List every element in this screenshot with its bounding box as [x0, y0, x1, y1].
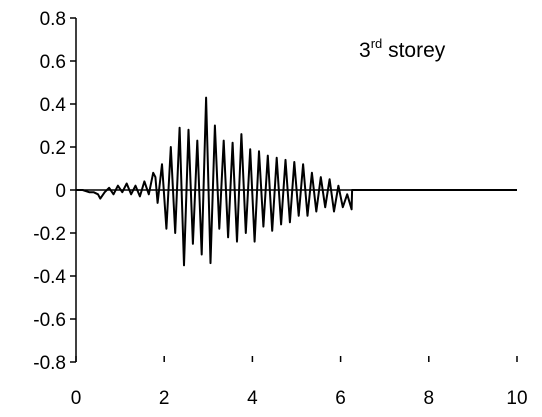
- x-tick-label: 0: [71, 388, 82, 409]
- y-tick-label: 0.8: [40, 9, 66, 30]
- x-tick-label: 10: [506, 388, 527, 409]
- annotation-sup: rd: [371, 36, 383, 51]
- y-tick-label: -0.2: [33, 224, 66, 245]
- series-line: [76, 96, 517, 267]
- axis-ticks: 0.80.60.40.20-0.2-0.4-0.6-0.80 2 4 6 8 10: [33, 9, 527, 409]
- y-tick-label: -0.6: [33, 310, 66, 331]
- chart-annotation: 3rd storey: [359, 36, 446, 62]
- annotation-main: 3: [359, 39, 371, 62]
- y-tick-label: 0.2: [40, 138, 66, 159]
- x-tick-label: 4: [247, 388, 258, 409]
- y-tick-label: 0.4: [40, 95, 67, 116]
- y-tick-label: 0: [55, 181, 66, 202]
- y-tick-label: -0.4: [33, 267, 66, 288]
- annotation-rest: storey: [382, 39, 446, 62]
- y-tick-label: 0.6: [40, 52, 66, 73]
- y-tick-label: -0.8: [33, 353, 66, 374]
- x-tick-label: 6: [335, 388, 346, 409]
- x-tick-label: 2: [159, 388, 170, 409]
- x-tick-label: 8: [424, 388, 435, 409]
